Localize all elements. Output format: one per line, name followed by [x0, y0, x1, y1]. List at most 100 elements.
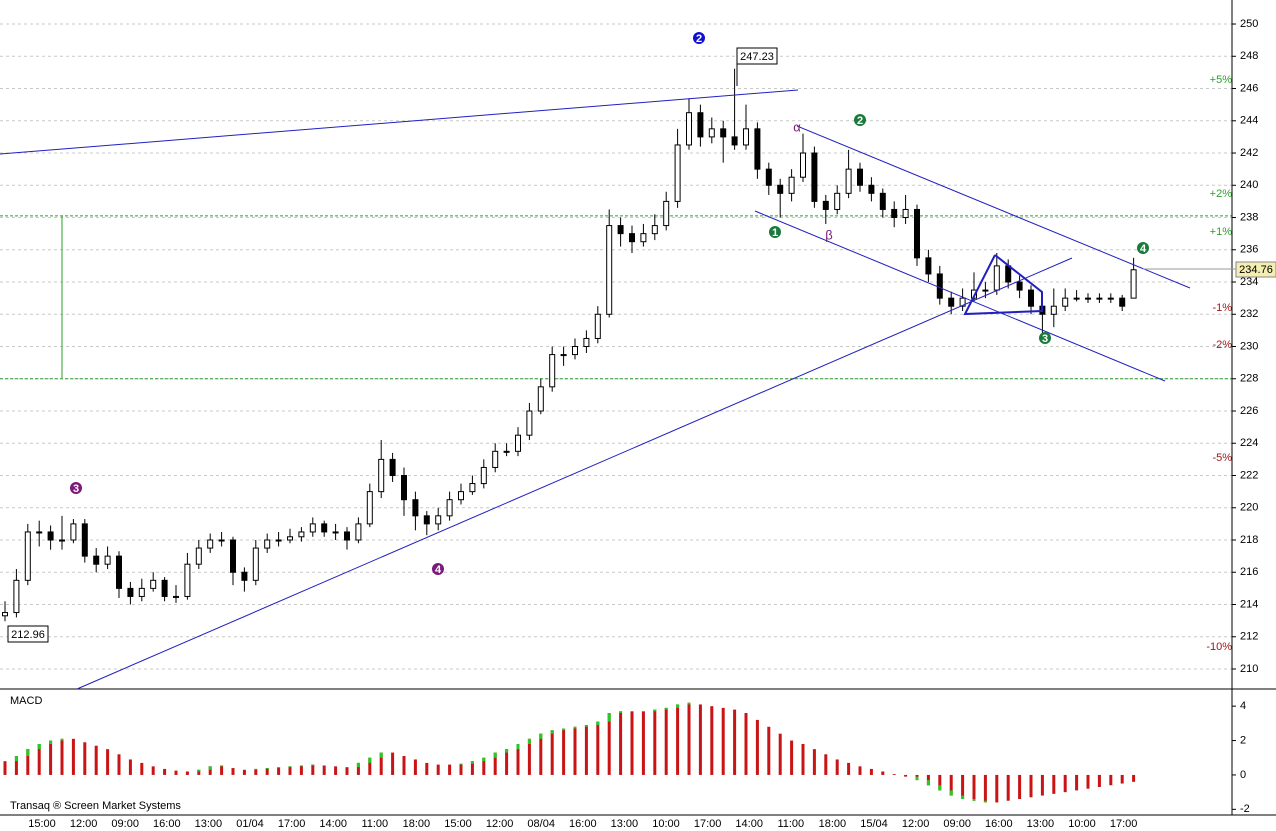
macd-bar [482, 757, 486, 775]
percent-label: +1% [1210, 226, 1233, 238]
x-tick-label: 13:00 [195, 818, 223, 830]
macd-change [37, 743, 41, 750]
macd-bar [812, 749, 816, 775]
macd-bar [733, 709, 737, 775]
x-tick-label: 16:00 [569, 818, 597, 830]
candle-body [720, 128, 727, 138]
high-label-box [736, 47, 778, 65]
x-tick-label: 13:00 [1027, 818, 1055, 830]
macd-bar [60, 738, 64, 775]
macd-bar [288, 766, 292, 775]
candle-body [891, 208, 898, 219]
macd-bar [1018, 774, 1022, 800]
macd-bar [1109, 774, 1113, 786]
candle-body [1016, 281, 1023, 291]
candle-body [412, 499, 419, 517]
macd-bar [1086, 774, 1090, 789]
y-tick-label: 212 [1240, 631, 1258, 643]
candle-body [743, 128, 749, 146]
candle-body [344, 531, 350, 541]
wave-label: 3 [73, 483, 79, 495]
candle-body [845, 168, 852, 194]
macd-change [562, 728, 566, 731]
candle-body [287, 536, 293, 541]
candle-body [936, 273, 943, 299]
macd-bar [1006, 774, 1010, 801]
macd-bar [790, 740, 794, 775]
macd-bar [311, 764, 315, 775]
candle-body [663, 200, 670, 227]
macd-bar [254, 768, 258, 775]
candle-body [697, 112, 704, 138]
candle-body [173, 595, 179, 598]
candle-body [127, 587, 134, 597]
y-tick-label: 244 [1240, 115, 1258, 127]
macd-bar [619, 711, 623, 775]
macd-change [208, 766, 212, 770]
candle-body [617, 225, 624, 235]
macd-bar [322, 765, 326, 775]
macd-bar [14, 756, 18, 775]
percent-label: -5% [1212, 452, 1232, 464]
macd-bar [767, 726, 771, 775]
macd-bar [881, 771, 885, 775]
candle-body [526, 410, 533, 436]
y-tick-label: 238 [1240, 211, 1258, 223]
macd-change [277, 767, 281, 769]
macd-bar [824, 754, 828, 775]
macd-bar [379, 752, 383, 775]
x-tick-label: 12:00 [486, 818, 514, 830]
candle-body [594, 313, 601, 339]
y-tick-label: 240 [1240, 179, 1258, 191]
macd-bar [596, 721, 600, 775]
wave-marker [1039, 332, 1051, 344]
candle-body [252, 547, 259, 581]
trend-lines [0, 89, 1191, 690]
candle-body [674, 144, 681, 202]
candle-body [492, 450, 499, 468]
macd-bar [938, 774, 942, 791]
candle-body [321, 523, 328, 533]
macd-bar [1052, 774, 1056, 794]
macd-change [584, 725, 588, 727]
macd-change [368, 757, 372, 763]
macd-change [938, 785, 942, 791]
y-tick-label: 250 [1240, 18, 1258, 30]
candle-body [629, 233, 635, 243]
macd-bar [493, 752, 497, 775]
macd-bar [698, 704, 702, 775]
trend-line [0, 89, 799, 155]
x-tick-label: 14:00 [735, 818, 763, 830]
x-tick-label: 12:00 [902, 818, 930, 830]
macd-bar [653, 709, 657, 775]
macd-change [311, 764, 315, 766]
x-tick-label: 18:00 [819, 818, 847, 830]
macd-change [983, 800, 987, 803]
y-tick-label: 228 [1240, 373, 1258, 385]
y-tick-label: 218 [1240, 534, 1258, 546]
macd-change [972, 799, 976, 801]
y-tick-label: 234 [1240, 276, 1258, 288]
x-tick-label: 11:00 [361, 818, 388, 830]
y-tick-label: -2 [1240, 803, 1250, 815]
x-tick-label: 10:00 [1068, 818, 1096, 830]
candle-body [230, 539, 236, 573]
wave-marker [70, 482, 82, 494]
candle-body [549, 354, 556, 388]
macd-bar [721, 707, 725, 775]
candle-body [332, 531, 339, 534]
wave-marker [693, 32, 705, 44]
candle-body [264, 539, 271, 549]
y-tick-label: 232 [1240, 308, 1258, 320]
candle-body [401, 475, 407, 501]
candle-body [446, 499, 453, 517]
candle-body [537, 386, 544, 412]
macd-bar [949, 774, 953, 796]
macd-bar [26, 749, 30, 775]
candle-body [731, 136, 738, 146]
macd-change [356, 762, 360, 768]
macd-change [516, 743, 520, 750]
macd-bar [368, 757, 372, 775]
macd-bar [71, 738, 75, 775]
